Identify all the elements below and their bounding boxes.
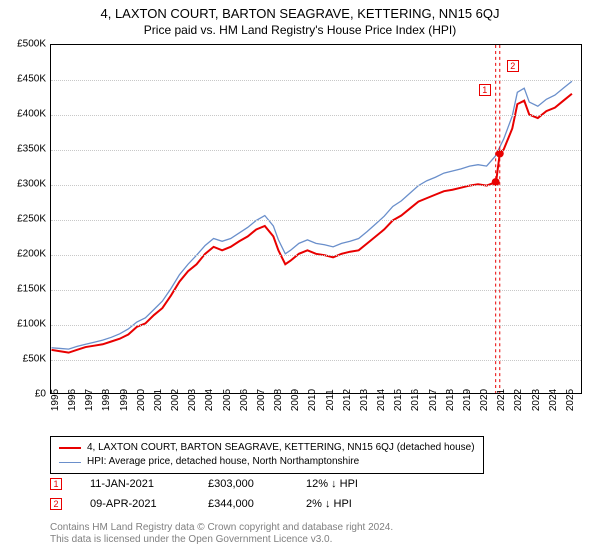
- sale-row: 1 11-JAN-2021 £303,000 12% ↓ HPI: [50, 478, 358, 490]
- sale-marker-box: 2: [507, 60, 519, 72]
- chart-container: 4, LAXTON COURT, BARTON SEAGRAVE, KETTER…: [0, 0, 600, 560]
- sale-price: £344,000: [208, 498, 278, 510]
- x-tick-label: 2004: [204, 389, 215, 411]
- y-tick-label: £200K: [0, 249, 46, 260]
- x-tick-label: 2002: [170, 389, 181, 411]
- x-tick-label: 2008: [273, 389, 284, 411]
- x-tick-label: 2001: [153, 389, 164, 411]
- x-tick-label: 2021: [496, 389, 507, 411]
- x-tick-label: 1996: [67, 389, 78, 411]
- x-tick-label: 1997: [84, 389, 95, 411]
- y-tick-label: £450K: [0, 74, 46, 85]
- legend-label: 4, LAXTON COURT, BARTON SEAGRAVE, KETTER…: [87, 441, 475, 455]
- chart-title: 4, LAXTON COURT, BARTON SEAGRAVE, KETTER…: [0, 0, 600, 21]
- x-tick-label: 2011: [325, 389, 336, 411]
- y-tick-label: £250K: [0, 214, 46, 225]
- x-tick-label: 2015: [393, 389, 404, 411]
- x-tick-label: 2006: [239, 389, 250, 411]
- y-tick-label: £400K: [0, 109, 46, 120]
- x-tick-label: 2010: [307, 389, 318, 411]
- y-tick-label: £100K: [0, 319, 46, 330]
- legend-swatch: [59, 462, 81, 463]
- x-tick-label: 2019: [462, 389, 473, 411]
- sale-row-marker: 1: [50, 478, 62, 490]
- x-tick-label: 2014: [376, 389, 387, 411]
- series-hpi: [52, 81, 572, 349]
- x-tick-label: 1998: [101, 389, 112, 411]
- x-tick-label: 2018: [445, 389, 456, 411]
- x-tick-label: 2020: [479, 389, 490, 411]
- legend-item: 4, LAXTON COURT, BARTON SEAGRAVE, KETTER…: [59, 441, 475, 455]
- x-tick-label: 2016: [410, 389, 421, 411]
- legend-swatch: [59, 447, 81, 449]
- sale-price: £303,000: [208, 478, 278, 490]
- legend: 4, LAXTON COURT, BARTON SEAGRAVE, KETTER…: [50, 436, 484, 474]
- x-tick-label: 2012: [342, 389, 353, 411]
- credits-line-2: This data is licensed under the Open Gov…: [50, 534, 393, 546]
- x-tick-label: 1995: [50, 389, 61, 411]
- x-tick-label: 1999: [119, 389, 130, 411]
- y-tick-label: £150K: [0, 284, 46, 295]
- legend-label: HPI: Average price, detached house, Nort…: [87, 455, 359, 469]
- sale-row-marker: 2: [50, 498, 62, 510]
- y-tick-label: £50K: [0, 354, 46, 365]
- x-tick-label: 2024: [548, 389, 559, 411]
- y-tick-label: £350K: [0, 144, 46, 155]
- y-tick-label: £0: [0, 389, 46, 400]
- x-tick-label: 2005: [222, 389, 233, 411]
- sale-date: 09-APR-2021: [90, 498, 180, 510]
- x-tick-label: 2017: [428, 389, 439, 411]
- x-tick-label: 2007: [256, 389, 267, 411]
- legend-item: HPI: Average price, detached house, Nort…: [59, 455, 475, 469]
- series-property: [52, 94, 572, 353]
- credits: Contains HM Land Registry data © Crown c…: [50, 522, 393, 546]
- y-tick-label: £500K: [0, 39, 46, 50]
- sale-vs-hpi: 2% ↓ HPI: [306, 498, 352, 510]
- chart-lines: [51, 45, 581, 393]
- y-tick-label: £300K: [0, 179, 46, 190]
- x-tick-label: 2000: [136, 389, 147, 411]
- chart-subtitle: Price paid vs. HM Land Registry's House …: [0, 21, 600, 41]
- sale-row: 2 09-APR-2021 £344,000 2% ↓ HPI: [50, 498, 352, 510]
- sale-marker-box: 1: [479, 84, 491, 96]
- plot-area: [50, 44, 582, 394]
- x-tick-label: 2022: [513, 389, 524, 411]
- sale-vs-hpi: 12% ↓ HPI: [306, 478, 358, 490]
- x-tick-label: 2003: [187, 389, 198, 411]
- sale-date: 11-JAN-2021: [90, 478, 180, 490]
- x-tick-label: 2009: [290, 389, 301, 411]
- x-tick-label: 2023: [531, 389, 542, 411]
- credits-line-1: Contains HM Land Registry data © Crown c…: [50, 522, 393, 534]
- x-tick-label: 2013: [359, 389, 370, 411]
- x-tick-label: 2025: [565, 389, 576, 411]
